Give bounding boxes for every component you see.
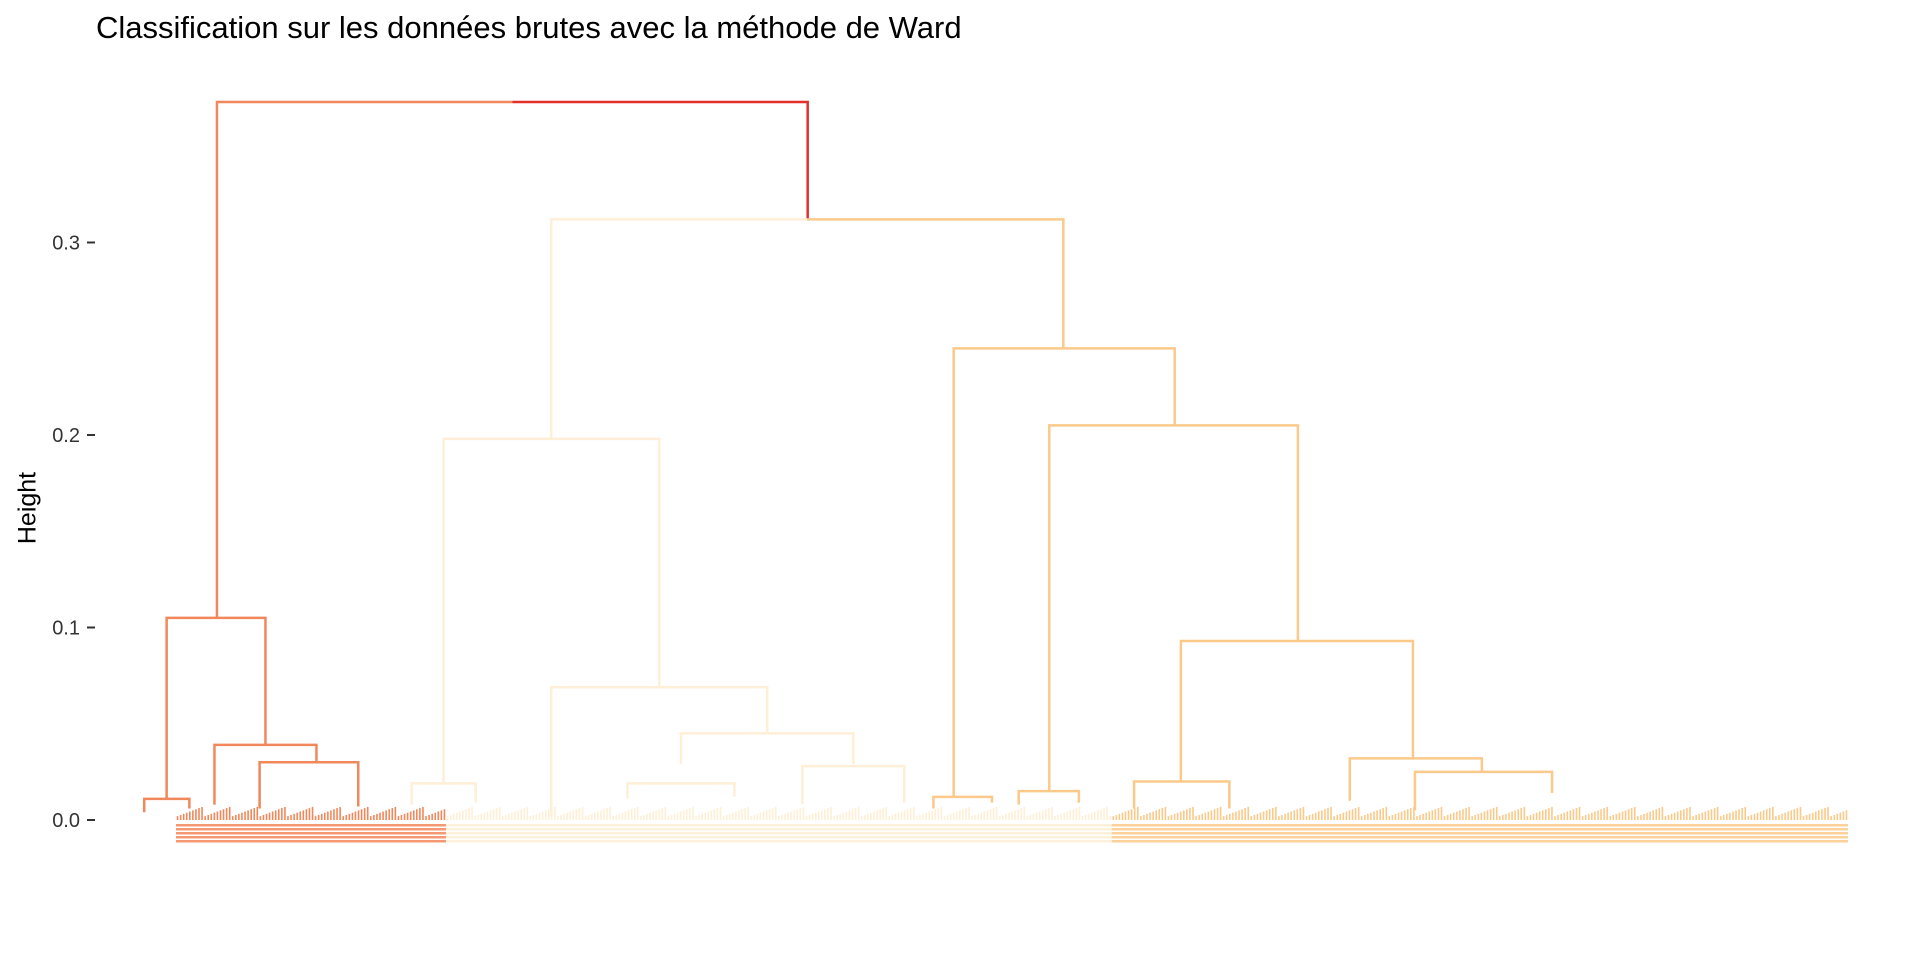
leaf-label-row	[1111, 840, 1848, 843]
leaf-label-row	[445, 832, 1112, 835]
leaf-label-row	[176, 832, 446, 835]
cluster-3-link	[952, 347, 1176, 797]
leaf-label-row	[1111, 832, 1848, 835]
cluster-3-low-c-link	[1413, 770, 1554, 811]
cluster-1-link	[165, 616, 267, 799]
cluster-2-mid-link	[626, 782, 736, 799]
cluster-2-3-link-right	[807, 218, 1065, 349]
cluster-3-right-link	[1048, 424, 1300, 792]
leaf-label-row	[176, 824, 446, 827]
leaf-label-row	[445, 824, 1112, 827]
leaf-label-row	[1111, 824, 1848, 827]
cluster-2-link	[442, 437, 661, 784]
cluster-1-left-link	[142, 797, 191, 813]
cluster-2-right-sub-link	[679, 732, 855, 765]
cluster-1-sub-link	[213, 743, 318, 805]
chart-title: Classification sur les données brutes av…	[96, 10, 962, 45]
y-axis: 0.0 0.1 0.2 0.3	[52, 233, 95, 832]
y-tick-label: 0.1	[52, 618, 80, 640]
y-tick-label: 0.3	[52, 233, 80, 255]
leaf-label-row	[1111, 828, 1848, 831]
root-link-right	[512, 100, 809, 220]
leaf-label-row	[445, 828, 1112, 831]
y-tick-label: 0.2	[52, 425, 80, 447]
leaf-label-band	[176, 824, 1848, 843]
cluster-3-left-link	[932, 795, 994, 809]
cluster-1-sub2-link	[258, 761, 360, 809]
leaf-label-row	[445, 840, 1112, 843]
leaf-label-row	[445, 836, 1112, 839]
dendrogram-leaves	[176, 806, 1848, 820]
cluster-2-far-link	[801, 764, 906, 805]
cluster-2-left-link	[410, 782, 477, 805]
cluster-2-3-link	[549, 218, 808, 439]
leaf-label-row	[176, 836, 446, 839]
dendrogram-links	[142, 100, 1554, 817]
cluster-2-right-link	[549, 685, 769, 817]
cluster-3-mid-link	[1017, 789, 1081, 805]
cluster-3-low-b-link	[1348, 757, 1484, 801]
root-link	[215, 100, 513, 618]
cluster-3-right-sub-link	[1179, 639, 1415, 782]
leaf-label-row	[176, 840, 446, 843]
leaf-label-row	[1111, 836, 1848, 839]
cluster-3-low-a-link	[1132, 780, 1231, 809]
leaf-label-row	[176, 828, 446, 831]
y-tick-label: 0.0	[52, 810, 80, 832]
